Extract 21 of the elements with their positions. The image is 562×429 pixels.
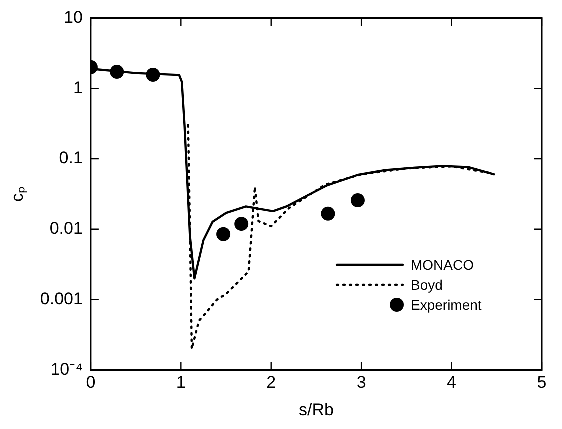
x-tick-label: 1 [176,373,186,392]
x-tick-label: 3 [356,373,366,392]
y-tick-label: 0.001 [40,289,83,308]
point [321,206,336,221]
y-tick-label: 0.01 [50,219,83,238]
y-tick-label: 10 [64,8,83,27]
x-tick-label: 5 [537,373,547,392]
point [216,227,231,242]
point [350,194,365,208]
x-tick-label: 4 [447,373,457,392]
legend-label: MONACO [411,257,474,274]
x-axis-title: s/Rb [298,400,334,420]
y-tick-label: 1 [73,78,83,98]
y-tick-label: 0.1 [59,148,83,168]
legend-label: Experiment [411,297,482,314]
x-tick-label: 0 [86,373,96,392]
point [234,217,249,232]
y-tick-label: 10⁻⁴ [50,360,83,379]
legend-label: Boyd [411,277,443,294]
y-axis-title: cₚ [8,186,28,202]
x-tick-label: 2 [266,373,276,392]
